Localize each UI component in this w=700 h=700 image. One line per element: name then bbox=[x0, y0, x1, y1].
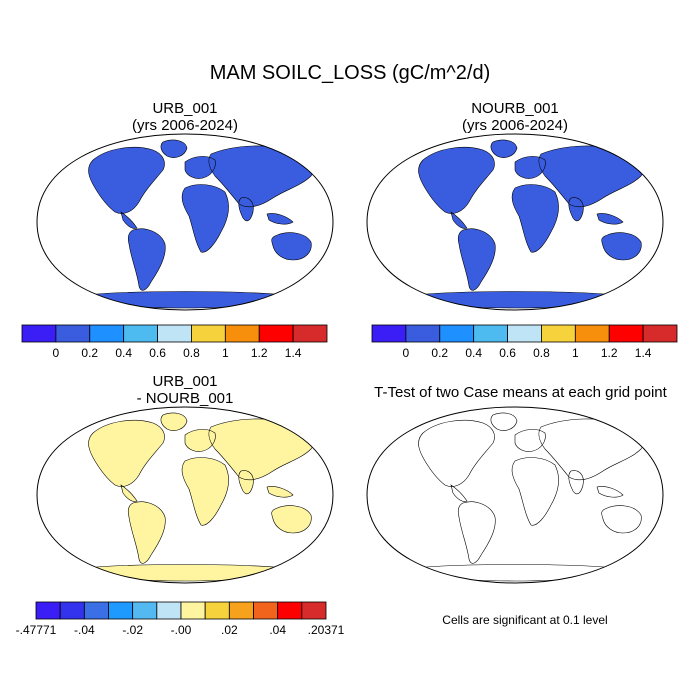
significance-note: Cells are significant at 0.1 level bbox=[442, 613, 608, 627]
colorbar-urb-swatch bbox=[21, 324, 57, 343]
colorbar-urb-label: 1 bbox=[222, 346, 229, 360]
colorbar-diff-label: .04 bbox=[269, 623, 286, 637]
panel-title-nourb: NOURB_001 (yrs 2006-2024) bbox=[350, 100, 680, 134]
panel-title-urb: URB_001 (yrs 2006-2024) bbox=[20, 100, 350, 134]
colorbar-nourb-label: 1.2 bbox=[601, 346, 618, 360]
figure-title: MAM SOILC_LOSS (gC/m^2/d) bbox=[209, 62, 491, 84]
colorbar-nourb-label: 0.8 bbox=[533, 346, 550, 360]
colorbar-nourb-swatch bbox=[371, 324, 407, 343]
panel-title-nourb-line1: NOURB_001 bbox=[471, 100, 559, 117]
colorbar-urb-label: 0.2 bbox=[81, 346, 98, 360]
colorbar-urb-swatch bbox=[292, 324, 328, 343]
colorbar-diff-swatch bbox=[301, 601, 327, 620]
colorbar-urb: 0 0.2 0.4 0.6 0.8 1 1.2 1.4 bbox=[21, 324, 328, 360]
colorbar-nourb-label: 0.6 bbox=[499, 346, 516, 360]
colorbar-diff-label: .02 bbox=[221, 623, 238, 637]
colorbar-nourb-swatch bbox=[439, 324, 475, 343]
colorbar-urb-swatch bbox=[89, 324, 125, 343]
map-border bbox=[36, 133, 334, 311]
panel-title-ttest-line1: T-Test of two Case means at each grid po… bbox=[374, 384, 667, 401]
colorbar-nourb-label: 0.2 bbox=[431, 346, 448, 360]
colorbar-nourb-swatch bbox=[608, 324, 644, 343]
colorbar-urb-swatch bbox=[55, 324, 91, 343]
colorbar-nourb-swatch bbox=[541, 324, 576, 343]
colorbar-urb-label: 1.4 bbox=[285, 346, 302, 360]
colorbar-nourb-swatch bbox=[642, 324, 678, 343]
colorbar-diff-label: -.04 bbox=[74, 623, 95, 637]
colorbar-diff-swatch bbox=[132, 601, 158, 620]
colorbar-urb-label: 0 bbox=[53, 346, 60, 360]
colorbar-diff-swatch bbox=[35, 601, 61, 620]
colorbar-diff-swatch bbox=[228, 601, 254, 620]
colorbar-urb-swatch bbox=[258, 324, 294, 343]
colorbar-nourb: 0 0.2 0.4 0.6 0.8 1 1.2 1.4 bbox=[371, 324, 678, 360]
colorbar-diff: -.47771 -.04 -.02 -.00 .02 .04 .20371 bbox=[16, 601, 345, 637]
colorbar-diff-swatch bbox=[253, 601, 279, 620]
map-border bbox=[366, 406, 664, 584]
colorbar-diff-swatch bbox=[204, 601, 230, 620]
map-border bbox=[366, 133, 664, 311]
panel-title-urb-line1: URB_001 bbox=[152, 100, 218, 117]
panel-title-diff: URB_001 - NOURB_001 bbox=[20, 373, 350, 407]
panel-title-diff-line1: URB_001 bbox=[152, 373, 218, 390]
colorbar-nourb-swatch bbox=[473, 324, 508, 343]
colorbar-diff-swatch bbox=[83, 601, 109, 620]
map-border bbox=[36, 406, 334, 584]
colorbar-urb-swatch bbox=[224, 324, 260, 343]
colorbar-diff-swatch bbox=[156, 601, 182, 620]
colorbar-urb-swatch bbox=[157, 324, 192, 343]
map-ttest bbox=[366, 406, 664, 584]
map-diff bbox=[36, 406, 334, 584]
colorbar-diff-swatch bbox=[277, 601, 303, 620]
colorbar-diff-swatch bbox=[108, 601, 134, 620]
colorbar-nourb-label: 1.4 bbox=[635, 346, 652, 360]
panel-title-urb-line2: (yrs 2006-2024) bbox=[132, 117, 238, 134]
colorbar-urb-label: 1.2 bbox=[251, 346, 268, 360]
colorbar-nourb-label: 1 bbox=[572, 346, 579, 360]
colorbar-urb-label: 0.8 bbox=[183, 346, 200, 360]
colorbar-diff-label: -.47771 bbox=[16, 623, 57, 637]
panel-title-diff-line2: - NOURB_001 bbox=[136, 390, 234, 407]
colorbar-diff-swatch bbox=[180, 601, 206, 620]
colorbar-nourb-label: 0 bbox=[403, 346, 410, 360]
map-nourb bbox=[366, 133, 664, 311]
colorbar-nourb-swatch bbox=[574, 324, 610, 343]
colorbar-diff-label: .20371 bbox=[308, 623, 345, 637]
colorbar-urb-label: 0.4 bbox=[115, 346, 132, 360]
colorbar-nourb-swatch bbox=[405, 324, 441, 343]
colorbar-diff-label: -.00 bbox=[171, 623, 192, 637]
map-urb bbox=[36, 133, 334, 311]
colorbar-urb-label: 0.6 bbox=[149, 346, 166, 360]
colorbar-nourb-label: 0.4 bbox=[465, 346, 482, 360]
colorbar-nourb-swatch bbox=[507, 324, 542, 343]
panel-title-ttest: T-Test of two Case means at each grid po… bbox=[348, 384, 693, 401]
colorbar-diff-label: -.02 bbox=[122, 623, 143, 637]
colorbar-urb-swatch bbox=[123, 324, 158, 343]
panel-title-nourb-line2: (yrs 2006-2024) bbox=[462, 117, 568, 134]
colorbar-diff-swatch bbox=[59, 601, 85, 620]
colorbar-urb-swatch bbox=[191, 324, 226, 343]
